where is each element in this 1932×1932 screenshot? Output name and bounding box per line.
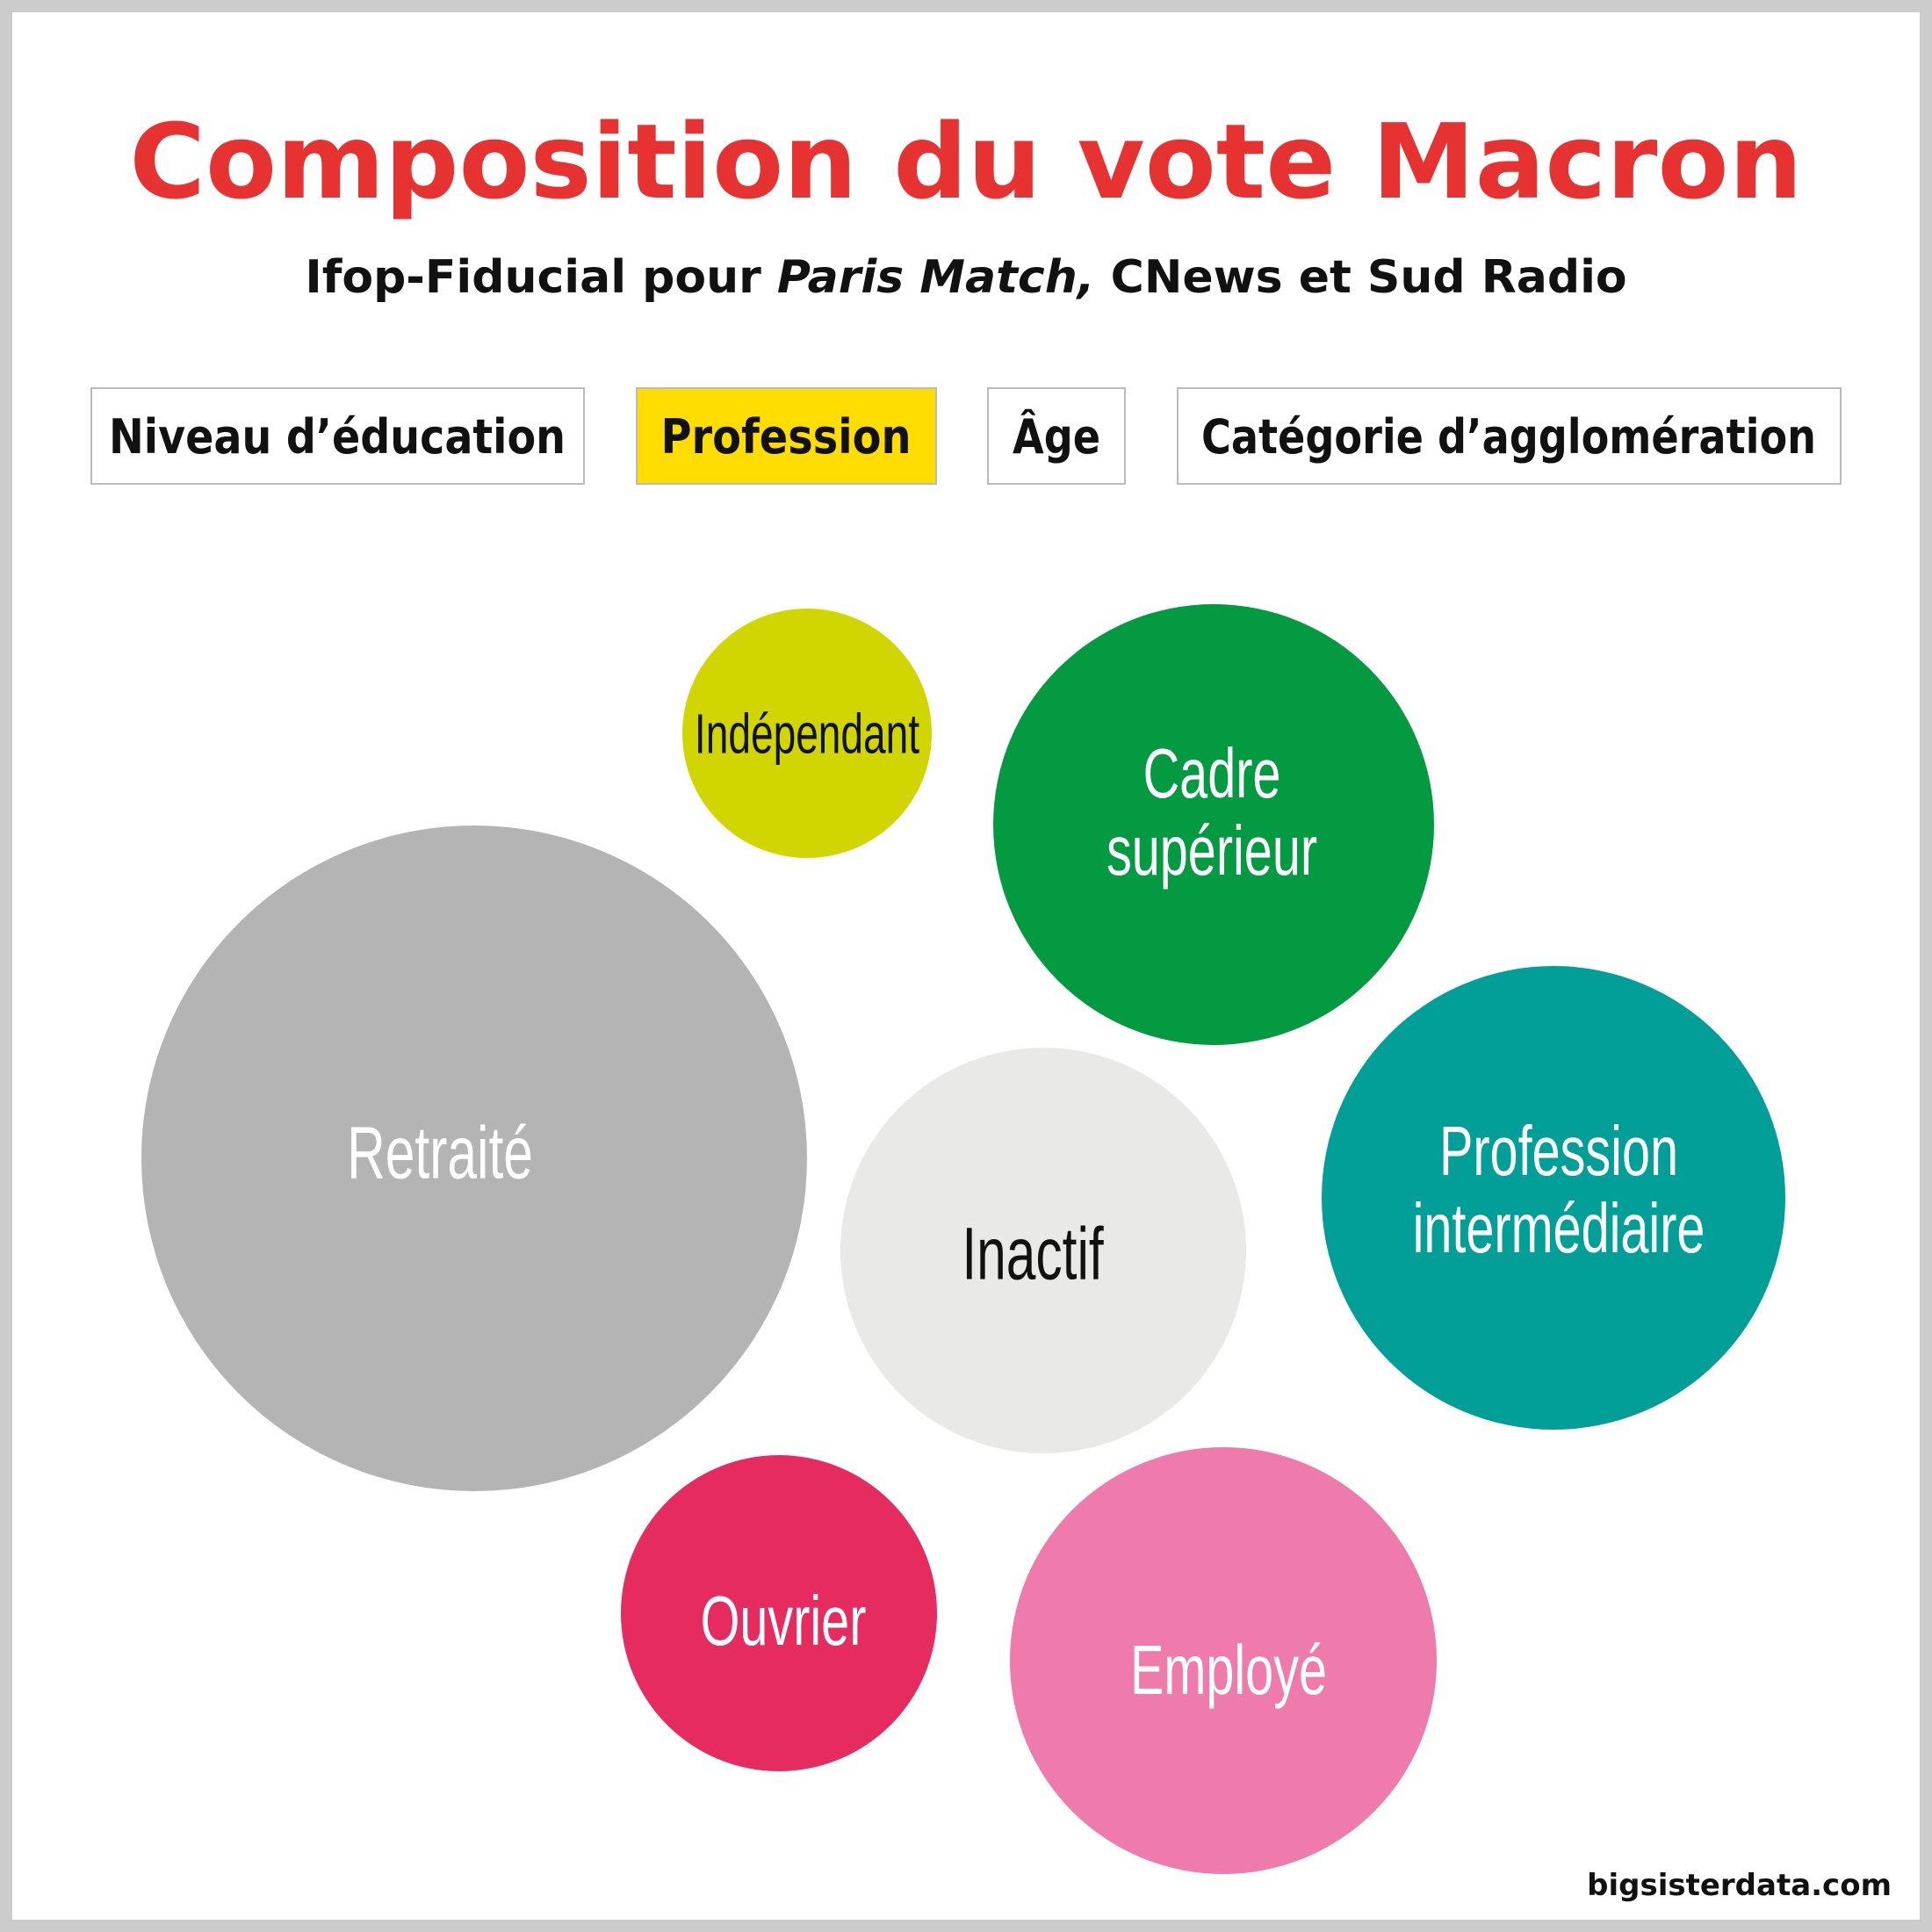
svg-text:Profession: Profession xyxy=(661,409,912,465)
bubble-circle xyxy=(1010,1447,1437,1874)
chart-subtitle: Ifop-Fiducial pour Paris Match, CNews et… xyxy=(305,251,1626,304)
svg-text:Niveau d’éducation: Niveau d’éducation xyxy=(109,409,566,465)
bubble-retraite: Retraité xyxy=(141,825,807,1491)
bubble-label: supérieur xyxy=(1107,811,1317,890)
svg-text:Âge: Âge xyxy=(1013,409,1100,465)
bubble-label: Cadre xyxy=(1143,734,1281,813)
bubble-label: Profession xyxy=(1439,1112,1678,1191)
bubble-circle xyxy=(1322,966,1785,1430)
chart-title: Composition du vote Macron xyxy=(129,101,1802,222)
bubble-label: Indépendant xyxy=(695,703,920,765)
svg-text:Catégorie d’agglomération: Catégorie d’agglomération xyxy=(1201,409,1816,465)
subtitle-text-2: CNews et Sud Radio xyxy=(1095,251,1627,304)
bubble-label: Retraité xyxy=(347,1112,533,1194)
footer-credit: bigsisterdata.com xyxy=(1587,1868,1892,1903)
bubble-circle xyxy=(682,609,932,858)
bubble-label: intermédiaire xyxy=(1413,1189,1705,1268)
tab-categorie-agglomeration[interactable]: Catégorie d’agglomération xyxy=(1177,387,1842,485)
bubble-circle xyxy=(840,1048,1246,1453)
bubble-employe: Employé xyxy=(1010,1447,1437,1874)
bubble-independant: Indépendant xyxy=(682,609,932,858)
subtitle-text: Ifop-Fiducial pour xyxy=(305,251,776,304)
tab-niveau-education[interactable]: Niveau d’éducation xyxy=(90,387,585,485)
tab-profession[interactable]: Profession xyxy=(636,387,937,485)
bubble-circle xyxy=(141,825,807,1491)
bubble-inactif: Inactif xyxy=(840,1048,1246,1453)
bubble-label: Ouvrier xyxy=(701,1582,867,1661)
subtitle-italic: Paris Match, xyxy=(777,251,1095,304)
bubble-circle xyxy=(993,604,1434,1045)
bubble-circle xyxy=(621,1455,937,1771)
bubble-label: Inactif xyxy=(962,1213,1104,1295)
bubble-ouvrier: Ouvrier xyxy=(621,1455,937,1771)
bubble-label: Employé xyxy=(1130,1631,1327,1710)
tab-age[interactable]: Âge xyxy=(987,387,1126,485)
